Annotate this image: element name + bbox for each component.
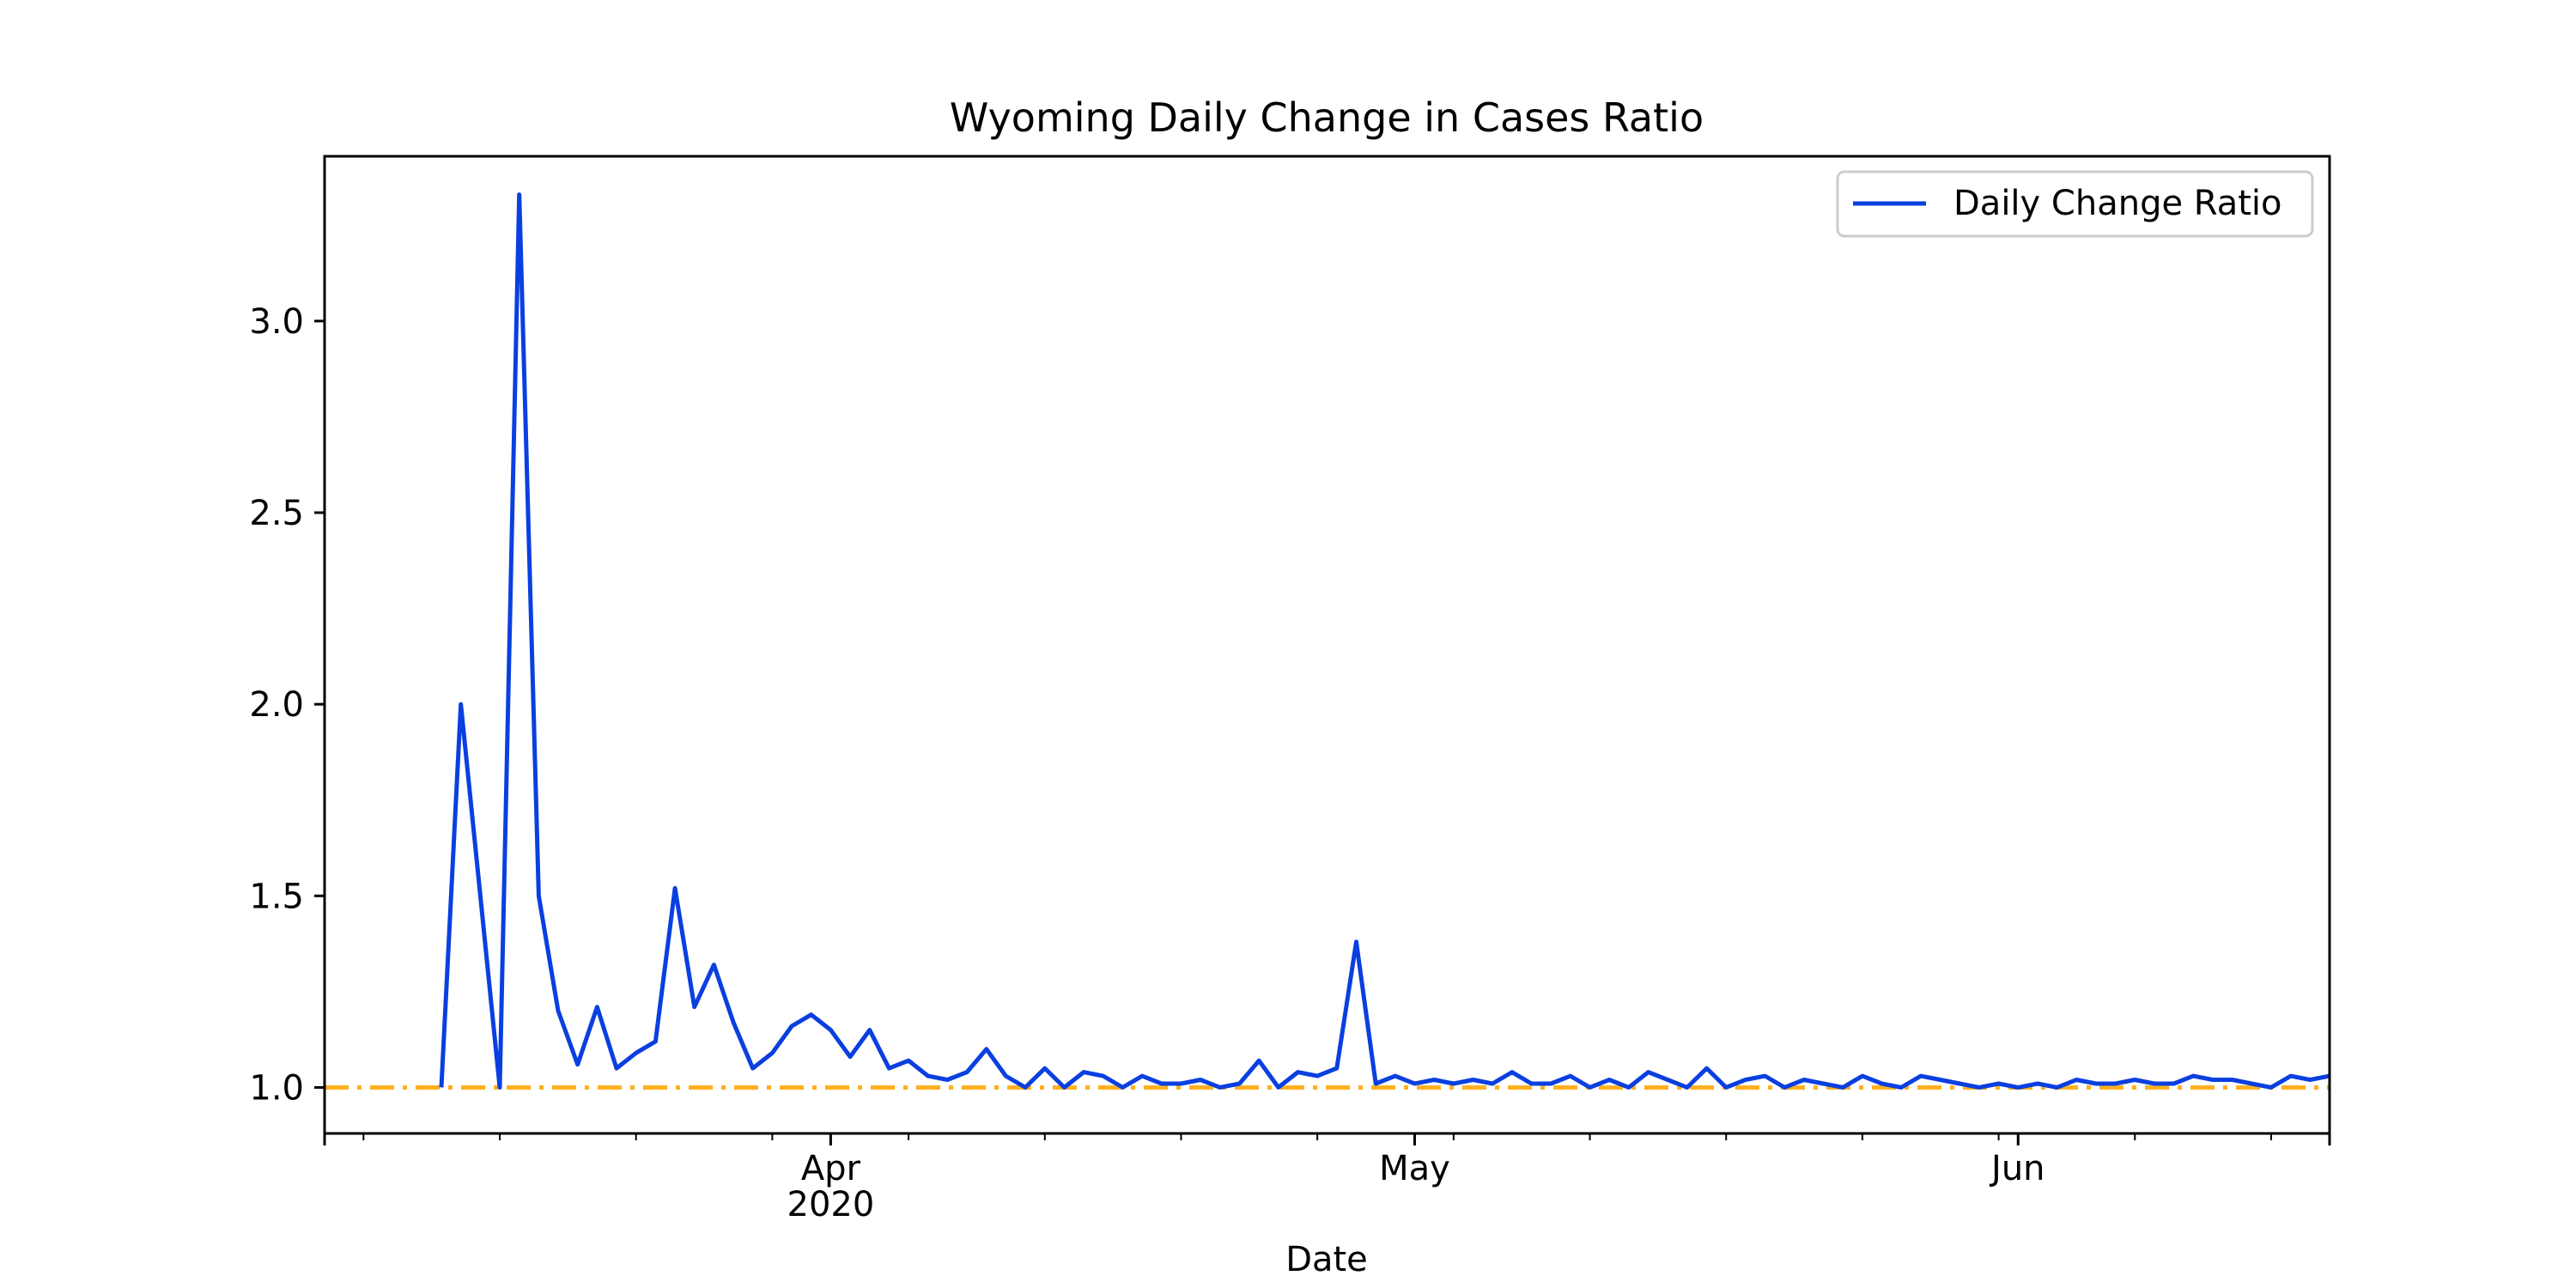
x-tick-label: May (1379, 1149, 1450, 1188)
y-tick-label: 1.5 (249, 877, 304, 916)
chart-title: Wyoming Daily Change in Cases Ratio (950, 94, 1704, 141)
x-tick-sublabel: 2020 (787, 1185, 875, 1224)
series-line-0 (439, 192, 2330, 1090)
legend-entry-label: Daily Change Ratio (1953, 184, 2281, 223)
plot-area (325, 192, 2330, 1090)
y-tick-label: 2.0 (249, 685, 304, 725)
x-axis-label: Date (1285, 1240, 1368, 1279)
y-tick-label: 3.0 (249, 302, 304, 342)
legend-box (1836, 170, 2314, 238)
y-tick-label: 1.0 (249, 1068, 304, 1108)
y-tick-label: 2.5 (249, 494, 304, 533)
x-tick-label: Jun (1989, 1149, 2045, 1188)
legend: Daily Change Ratio (1836, 170, 2314, 238)
x-tick-label: Apr (801, 1149, 861, 1188)
plot-frame (323, 155, 2331, 1135)
